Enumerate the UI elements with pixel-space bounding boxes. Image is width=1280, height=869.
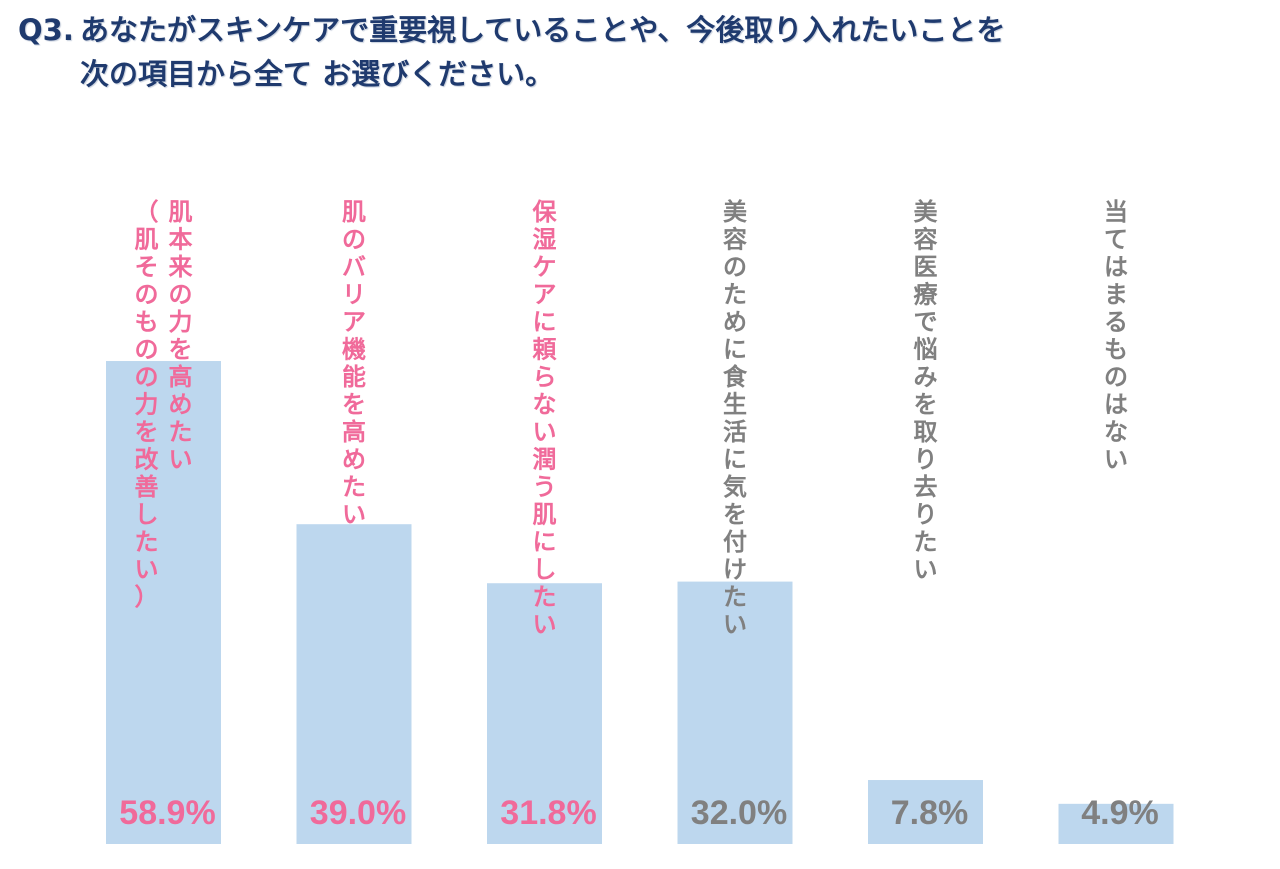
category-labels-group: 肌本来の力を高めたい （肌そのものの力を改善したい） 肌のバリア機能を高めたい 保湿ケ… <box>135 198 1129 639</box>
title-line-1: あなたがスキンケアで重要視していることや、今後取り入れたいことを <box>80 13 1006 47</box>
bar-6 <box>1058 803 1174 844</box>
category-label-2: 肌のバリア機能を高めたい <box>342 198 366 529</box>
category-label-4: 美容のために食生活に気を付けたい <box>723 198 748 639</box>
value-label-2: 39.0% <box>310 794 406 832</box>
bar-2 <box>296 524 412 844</box>
value-labels-group: 58.9% 39.0% 31.8% 32.0% 7.8% 4.9% <box>119 794 1158 832</box>
category-label-1-line-1: 肌本来の力を高めたい <box>169 198 194 474</box>
title-line-2: 次の項目から全て お選びください。 <box>80 57 555 91</box>
bars-group <box>106 361 1174 844</box>
value-label-6: 4.9% <box>1081 794 1159 832</box>
bar-3 <box>487 583 602 844</box>
value-label-1: 58.9% <box>119 794 215 832</box>
category-label-3: 保湿ケアに頼らない潤う肌にしたい <box>532 198 558 639</box>
value-label-3: 31.8% <box>500 794 596 832</box>
value-label-4: 32.0% <box>691 794 787 832</box>
bar-1 <box>106 361 221 844</box>
category-label-5: 美容医療で悩みを取り去りたい <box>914 198 939 584</box>
category-label-6: 当てはまるものはない <box>1104 198 1128 474</box>
category-label-1-line-2: （肌そのものの力を改善したい） <box>135 198 159 611</box>
question-number: Q3. <box>18 13 74 47</box>
value-label-5: 7.8% <box>891 794 969 832</box>
chart-title: Q3. あなたがスキンケアで重要視していることや、今後取り入れたいことを 次の項目… <box>18 8 1005 96</box>
bar-4 <box>677 581 793 844</box>
bar-5 <box>868 780 983 844</box>
